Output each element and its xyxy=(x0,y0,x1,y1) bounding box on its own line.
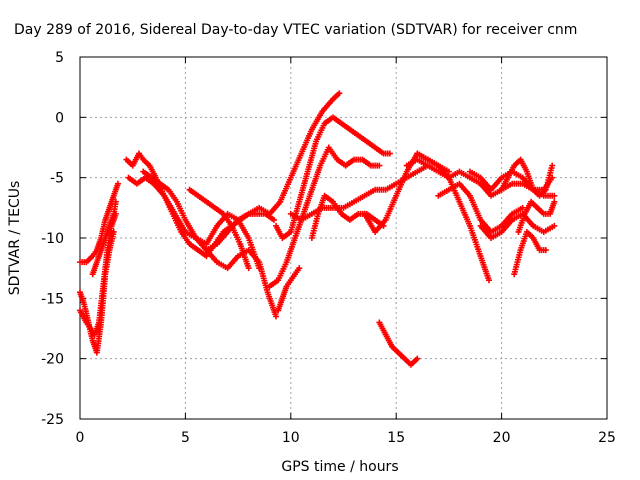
x-tick-label: 5 xyxy=(181,430,190,446)
series-s15 xyxy=(376,319,421,368)
x-tick-label: 15 xyxy=(387,430,405,446)
data-point xyxy=(414,355,421,362)
data-point xyxy=(549,162,556,169)
y-axis-label: SDTVAR / TECUs xyxy=(7,181,23,296)
x-tick-label: 0 xyxy=(76,430,85,446)
x-axis-label: GPS time / hours xyxy=(281,459,398,475)
x-tick-label: 10 xyxy=(282,430,300,446)
x-tick-label: 25 xyxy=(598,430,616,446)
y-tick-label: 5 xyxy=(55,50,64,66)
data-markers xyxy=(77,90,558,368)
series-s3 xyxy=(77,210,119,338)
chart-title: Day 289 of 2016, Sidereal Day-to-day VTE… xyxy=(14,22,577,38)
axis-ticks: 0 5 10 15 20 25 5 0 -5 -10 -15 -20 -25 xyxy=(41,50,616,446)
series-s18 xyxy=(435,180,526,235)
data-point xyxy=(485,277,492,284)
data-point xyxy=(519,204,526,211)
series-s20 xyxy=(477,210,558,241)
data-point xyxy=(551,198,558,205)
data-point xyxy=(376,162,383,169)
data-point xyxy=(551,192,558,199)
x-tick-label: 20 xyxy=(493,430,511,446)
data-point xyxy=(551,222,558,229)
data-point xyxy=(270,216,277,223)
y-tick-label: 0 xyxy=(55,110,64,126)
series-s10 xyxy=(273,114,393,241)
data-point xyxy=(245,265,252,272)
y-tick-label: -5 xyxy=(50,171,64,187)
y-tick-label: -25 xyxy=(41,412,64,428)
series-s21 xyxy=(498,156,556,199)
y-tick-label: -20 xyxy=(41,352,64,368)
y-tick-label: -15 xyxy=(41,291,64,307)
series-s22 xyxy=(511,228,549,278)
series-s11 xyxy=(266,144,383,290)
data-point xyxy=(386,150,393,157)
data-point xyxy=(273,313,280,320)
series-s24 xyxy=(275,265,303,314)
data-point xyxy=(542,247,549,254)
data-point xyxy=(296,265,303,272)
series-s4 xyxy=(89,198,119,278)
grid-lines xyxy=(80,57,607,419)
data-point xyxy=(336,90,343,97)
data-point xyxy=(112,198,119,205)
series-s7 xyxy=(140,168,263,272)
data-point xyxy=(445,168,452,175)
data-point xyxy=(114,180,121,187)
series-s9 xyxy=(203,90,343,254)
data-point xyxy=(256,265,263,272)
plot-frame xyxy=(79,56,608,420)
y-tick-label: -10 xyxy=(41,231,64,247)
series-s23 xyxy=(515,198,558,235)
series-s17 xyxy=(414,150,492,284)
series-s8 xyxy=(186,186,252,272)
